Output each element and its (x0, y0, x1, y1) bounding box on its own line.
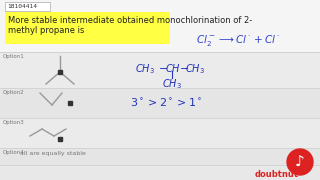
FancyBboxPatch shape (0, 0, 320, 55)
Text: $\it{CH_3}$: $\it{CH_3}$ (162, 77, 182, 91)
Text: doubtnut: doubtnut (255, 170, 299, 179)
Text: More stable intermediate obtained monochlorination of 2-: More stable intermediate obtained monoch… (8, 16, 252, 25)
Text: $\it{3^\circ > 2^\circ > 1^\circ}$: $\it{3^\circ > 2^\circ > 1^\circ}$ (130, 97, 203, 109)
FancyBboxPatch shape (0, 52, 320, 88)
Text: $\it{Cl_2^- \longrightarrow Cl^\cdot + Cl^\cdot}$: $\it{Cl_2^- \longrightarrow Cl^\cdot + C… (196, 33, 280, 48)
Text: ♪: ♪ (295, 155, 305, 170)
Text: methyl propane is: methyl propane is (8, 26, 84, 35)
Text: Option1: Option1 (3, 54, 25, 59)
Text: 18104414: 18104414 (7, 4, 37, 9)
FancyBboxPatch shape (0, 118, 320, 148)
Text: $-$: $-$ (179, 62, 189, 72)
Text: $\it{CH_3}$: $\it{CH_3}$ (135, 62, 155, 76)
Text: all are equally stable: all are equally stable (20, 151, 86, 156)
Text: $-$: $-$ (158, 62, 168, 72)
Text: Option4: Option4 (3, 150, 25, 155)
FancyBboxPatch shape (5, 12, 170, 44)
Text: $\it{CH_3}$: $\it{CH_3}$ (185, 62, 205, 76)
Text: Option3: Option3 (3, 120, 25, 125)
Text: $\it{CH}$: $\it{CH}$ (165, 62, 181, 74)
FancyBboxPatch shape (0, 148, 320, 165)
FancyBboxPatch shape (0, 88, 320, 118)
FancyBboxPatch shape (5, 2, 50, 11)
Circle shape (287, 149, 313, 175)
Text: Option2: Option2 (3, 90, 25, 95)
